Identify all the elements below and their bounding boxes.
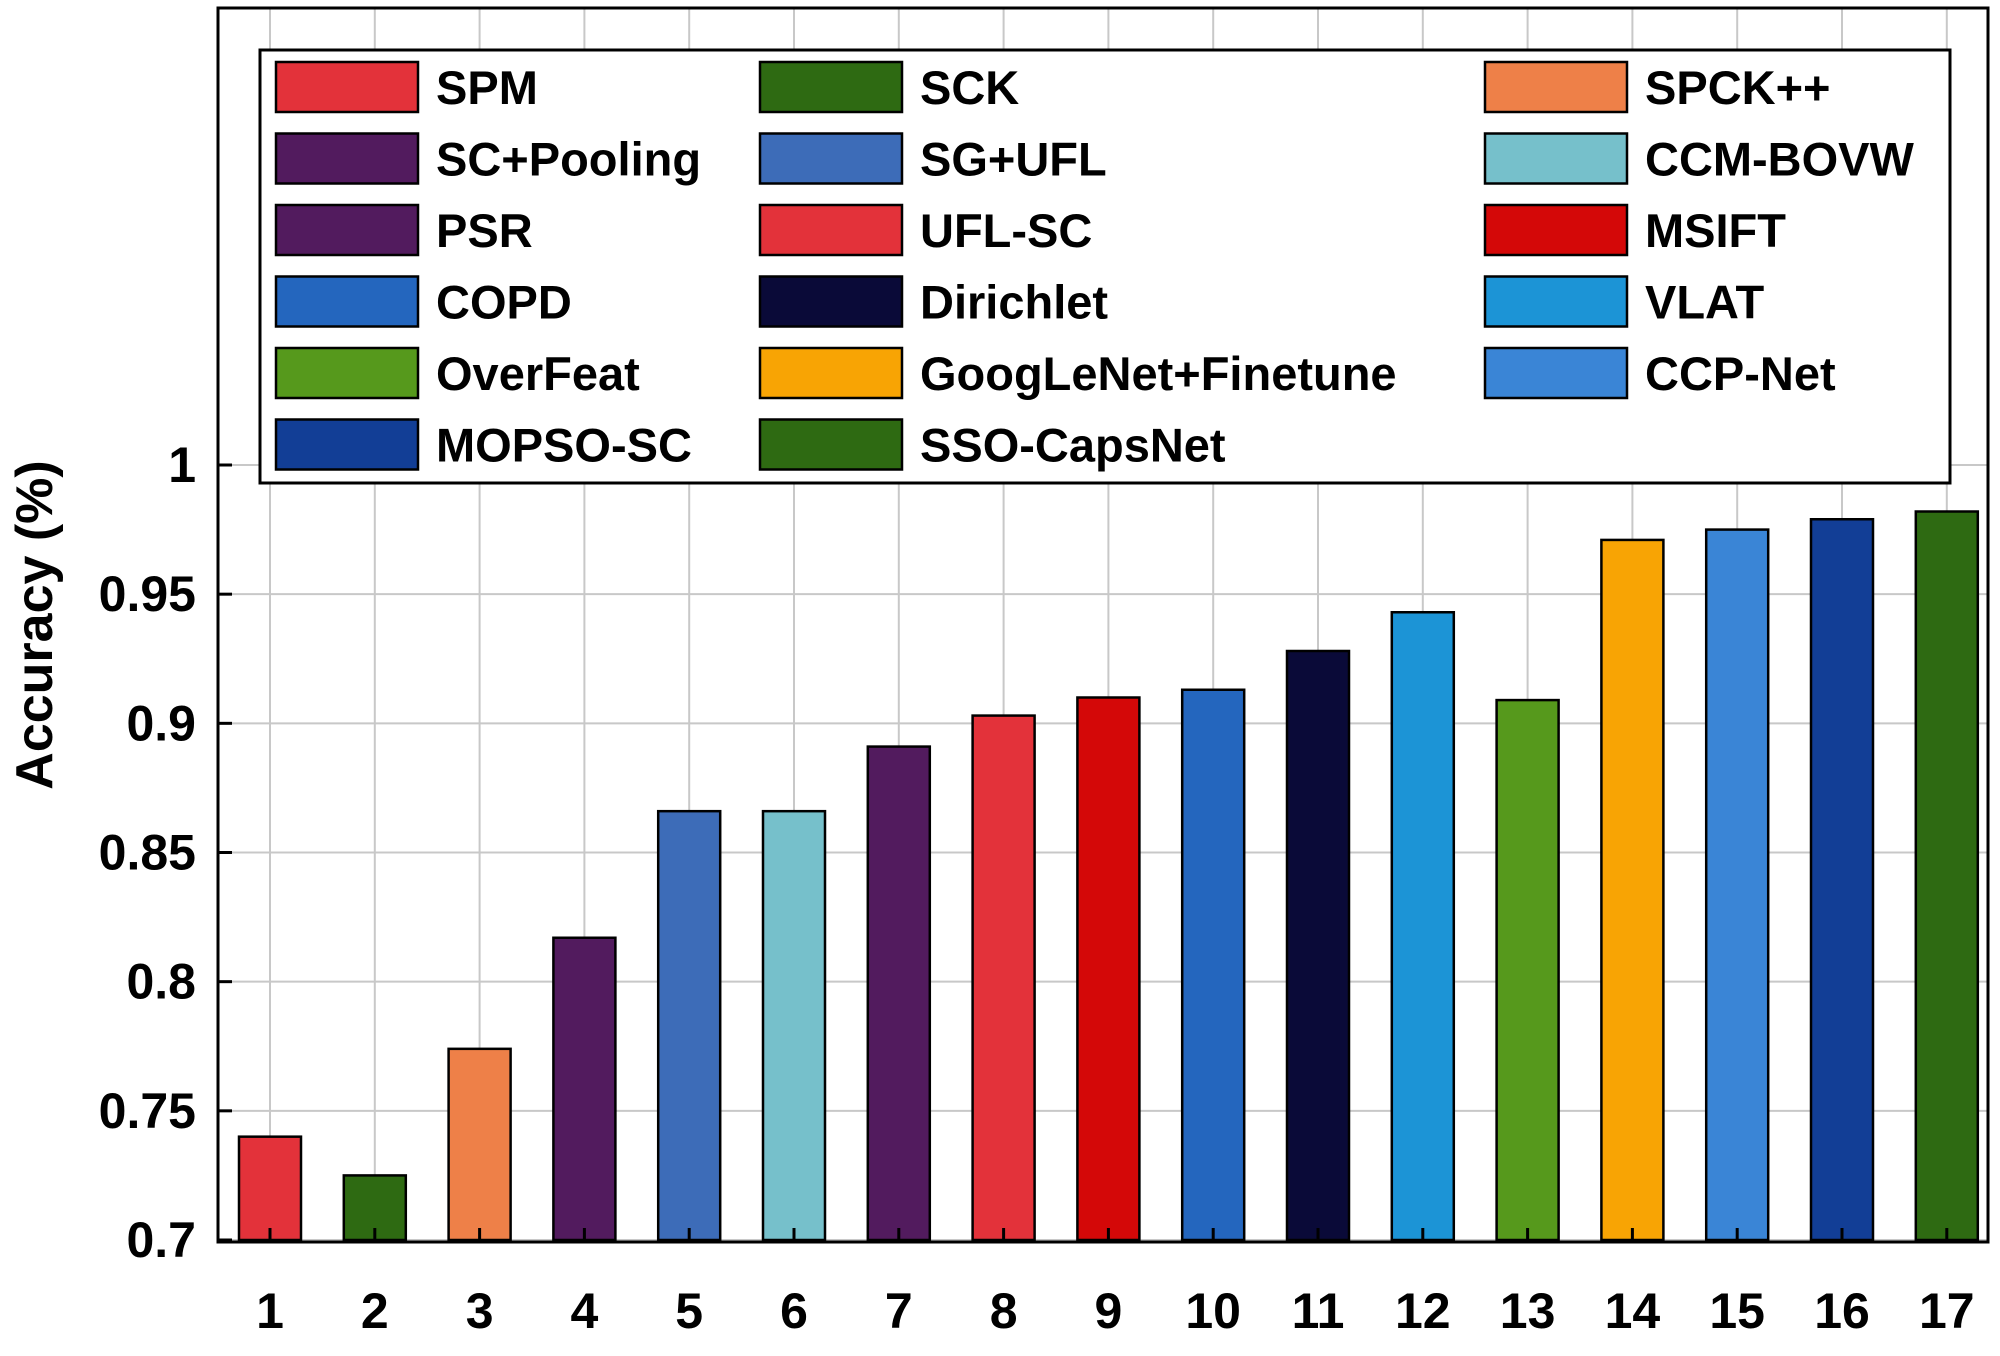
bar-5	[656, 809, 722, 1242]
x-tick-label: 17	[1919, 1283, 1975, 1339]
y-tick-label: 0.7	[126, 1212, 196, 1268]
y-tick-label: 0.8	[126, 954, 196, 1010]
legend-swatch	[1483, 132, 1629, 185]
legend: SPM SC+Pooling PSR COPD OverFeat MOPSO-SC SCK S…	[258, 48, 1952, 485]
bar-14	[1600, 538, 1665, 1242]
legend-swatch	[1483, 346, 1629, 400]
legend-entry-label: CCP-Net	[1645, 347, 1836, 400]
legend-swatch	[274, 60, 420, 114]
y-tick-label: 0.75	[99, 1083, 196, 1139]
legend-entry-label: UFL-SC	[920, 204, 1092, 257]
bar-15	[1704, 528, 1770, 1242]
x-tick-label: 8	[990, 1283, 1018, 1339]
x-tick-label: 9	[1094, 1283, 1122, 1339]
y-axis-label: Accuracy (%)	[6, 460, 64, 789]
legend-entry-label: SG+UFL	[920, 133, 1107, 186]
bar-12	[1390, 611, 1456, 1242]
bar-13	[1495, 698, 1560, 1242]
y-tick-label: 0.85	[99, 825, 196, 881]
legend-swatch	[1483, 203, 1629, 257]
x-tick-label: 16	[1814, 1283, 1870, 1339]
legend-swatch	[274, 346, 420, 400]
bar-4	[552, 936, 617, 1242]
legend-swatch	[758, 132, 904, 185]
x-tick-label: 10	[1185, 1283, 1241, 1339]
legend-entry-label: PSR	[436, 204, 533, 257]
legend-entry-label: COPD	[436, 276, 572, 329]
legend-swatch	[1483, 275, 1629, 328]
legend-swatch	[274, 132, 420, 185]
bar-7	[866, 745, 932, 1242]
legend-swatch	[758, 60, 904, 114]
legend-entry-label: OverFeat	[436, 347, 640, 400]
x-tick-label: 13	[1500, 1283, 1556, 1339]
bar-10	[1180, 688, 1246, 1242]
bars	[237, 510, 1980, 1242]
x-tick-label: 5	[675, 1283, 703, 1339]
y-tick-label: 0.95	[99, 566, 196, 622]
y-tick-label: 1	[168, 437, 196, 493]
legend-entry-label: VLAT	[1645, 276, 1765, 329]
x-tick-label: 14	[1605, 1283, 1661, 1339]
y-tick-label: 0.9	[126, 695, 196, 751]
legend-entry-label: CCM-BOVW	[1645, 133, 1915, 186]
x-tick-label: 15	[1709, 1283, 1765, 1339]
bar-17	[1914, 510, 1980, 1242]
x-tick-label: 11	[1292, 1283, 1345, 1339]
legend-swatch	[274, 275, 420, 328]
plot-area-frame	[216, 6, 1990, 1244]
bar-9	[1076, 696, 1141, 1242]
legend-swatch	[758, 203, 904, 257]
x-tick-label: 7	[885, 1283, 913, 1339]
legend-entry-label: SC+Pooling	[436, 133, 701, 186]
legend-entry-label: SPCK++	[1645, 61, 1830, 114]
bar-3	[447, 1047, 512, 1242]
legend-entry-label: SSO-CapsNet	[920, 419, 1226, 472]
bar-8	[971, 714, 1036, 1242]
x-tick-label: 1	[256, 1283, 284, 1339]
legend-entry-label: MOPSO-SC	[436, 419, 692, 472]
x-tick-label: 3	[466, 1283, 494, 1339]
legend-entry-label: Dirichlet	[920, 276, 1108, 329]
x-tick-label: 4	[570, 1283, 598, 1339]
legend-entry-label: MSIFT	[1645, 204, 1786, 257]
bar-1	[237, 1135, 303, 1242]
bar-11	[1285, 649, 1351, 1242]
legend-swatch	[758, 275, 904, 328]
y-axis-ticks: 0.7 0.75 0.8 0.85 0.9 0.95 1	[99, 437, 232, 1268]
legend-swatch	[758, 418, 904, 471]
legend-box	[258, 48, 1952, 485]
legend-swatch	[274, 418, 420, 471]
legend-entry-label: SPM	[436, 61, 538, 114]
x-tick-label: 12	[1395, 1283, 1451, 1339]
x-tick-label: 6	[780, 1283, 808, 1339]
legend-swatch	[1483, 60, 1629, 114]
legend-entry-label: GoogLeNet+Finetune	[920, 347, 1397, 400]
legend-swatch	[758, 346, 904, 400]
legend-entry-label: SCK	[920, 61, 1019, 114]
x-axis-ticks: 1 2 3 4 5 6 7 8 9 10 11 12 13 14 15 16 17	[256, 1228, 1975, 1339]
bar-6	[761, 809, 827, 1242]
x-tick-label: 2	[361, 1283, 389, 1339]
legend-swatch	[274, 203, 420, 257]
bar-16	[1809, 518, 1875, 1242]
